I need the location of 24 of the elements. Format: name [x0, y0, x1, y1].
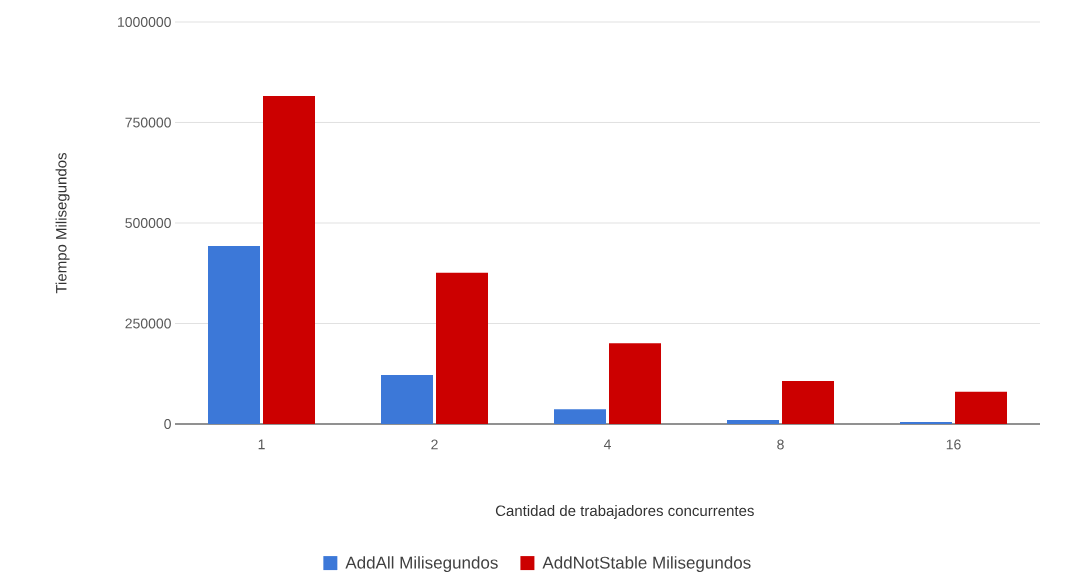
y-tick-label: 250000 [125, 318, 171, 329]
x-tick-label: 4 [603, 439, 611, 450]
bar [782, 380, 835, 424]
bar [727, 419, 779, 424]
y-tick-label: 500000 [125, 218, 171, 228]
bar [436, 272, 488, 424]
bar [263, 95, 315, 424]
legend-label: AddAll Milisegundos [345, 556, 498, 573]
x-axis-title: Cantidad de trabajadores concurrentes [495, 505, 754, 520]
legend-label: AddNotStable Milisegundos [542, 556, 751, 573]
bar [900, 421, 953, 424]
x-tick-label: 8 [777, 439, 784, 450]
bar [955, 391, 1008, 424]
y-tick-label: 0 [164, 419, 171, 429]
bar [609, 343, 661, 424]
x-tick-label: 2 [431, 439, 438, 450]
bar [381, 374, 433, 424]
y-tick-label: 750000 [125, 117, 171, 128]
y-axis-title: Tiempo Milisegundos [55, 153, 70, 294]
x-tick-label: 16 [946, 439, 961, 450]
y-tick-label: 1000000 [118, 17, 171, 27]
bar [554, 409, 606, 424]
bar [208, 245, 260, 424]
x-tick-label: 1 [258, 439, 265, 450]
